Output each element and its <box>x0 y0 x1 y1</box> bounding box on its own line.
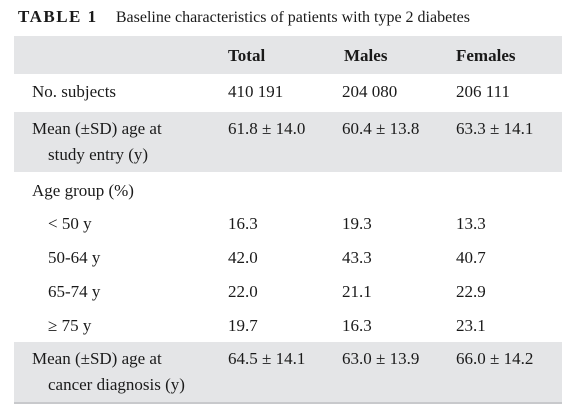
table-caption: TABLE 1 Baseline characteristics of pati… <box>18 5 470 29</box>
table-row: < 50 y 16.3 19.3 13.3 <box>14 206 562 240</box>
cell-total: 16.3 <box>228 214 258 233</box>
table-row: ≥ 75 y 19.7 16.3 23.1 <box>14 308 562 342</box>
cell-males: 43.3 <box>342 248 372 267</box>
cell-total: 42.0 <box>228 248 258 267</box>
cell-males: 16.3 <box>342 316 372 335</box>
table-row: 65-74 y 22.0 21.1 22.9 <box>14 274 562 308</box>
cell-females: 22.9 <box>456 282 486 301</box>
cell-total: 61.8 ± 14.0 <box>228 119 306 138</box>
baseline-table: Total Males Females No. subjects 410 191… <box>14 36 562 404</box>
cell-total: 19.7 <box>228 316 258 335</box>
header-males: Males <box>344 46 388 65</box>
cell-males: 21.1 <box>342 282 372 301</box>
cell-total: 22.0 <box>228 282 258 301</box>
header-total: Total <box>228 46 266 65</box>
header-females: Females <box>456 46 516 65</box>
cell-males: 63.0 ± 13.9 <box>342 349 420 368</box>
row-label-line2: cancer diagnosis (y) <box>48 375 185 394</box>
row-label-line1: Mean (±SD) age at <box>32 119 162 138</box>
cell-total: 64.5 ± 14.1 <box>228 349 306 368</box>
cell-females: 40.7 <box>456 248 486 267</box>
cell-total: 410 191 <box>228 82 284 101</box>
cell-females: 13.3 <box>456 214 486 233</box>
row-label: Age group (%) <box>32 181 134 200</box>
cell-males: 204 080 <box>342 82 398 101</box>
table-bottom-rule <box>14 402 562 404</box>
row-label: No. subjects <box>32 82 117 101</box>
row-label: Mean (±SD) age at cancer diagnosis (y) <box>32 346 212 398</box>
row-label: Mean (±SD) age at study entry (y) <box>32 116 212 168</box>
table-title: Baseline characteristics of patients wit… <box>115 9 470 26</box>
table-row: Mean (±SD) age at study entry (y) 61.8 ±… <box>14 112 562 172</box>
row-label: < 50 y <box>48 214 92 233</box>
row-label: 65-74 y <box>48 282 101 301</box>
table-row: Mean (±SD) age at cancer diagnosis (y) 6… <box>14 342 562 404</box>
table-row: 50-64 y 42.0 43.3 40.7 <box>14 240 562 274</box>
table-row: Age group (%) <box>14 172 562 206</box>
table-label: TABLE 1 <box>18 7 98 26</box>
cell-males: 60.4 ± 13.8 <box>342 119 420 138</box>
cell-males: 19.3 <box>342 214 372 233</box>
row-label: 50-64 y <box>48 248 101 267</box>
cell-females: 63.3 ± 14.1 <box>456 119 534 138</box>
cell-females: 206 111 <box>456 82 510 101</box>
cell-females: 23.1 <box>456 316 486 335</box>
cell-females: 66.0 ± 14.2 <box>456 349 534 368</box>
row-label-line2: study entry (y) <box>48 145 149 164</box>
table-row: No. subjects 410 191 204 080 206 111 <box>14 74 562 112</box>
table-header-row: Total Males Females <box>14 36 562 74</box>
row-label-line1: Mean (±SD) age at <box>32 349 162 368</box>
row-label: ≥ 75 y <box>48 316 92 335</box>
